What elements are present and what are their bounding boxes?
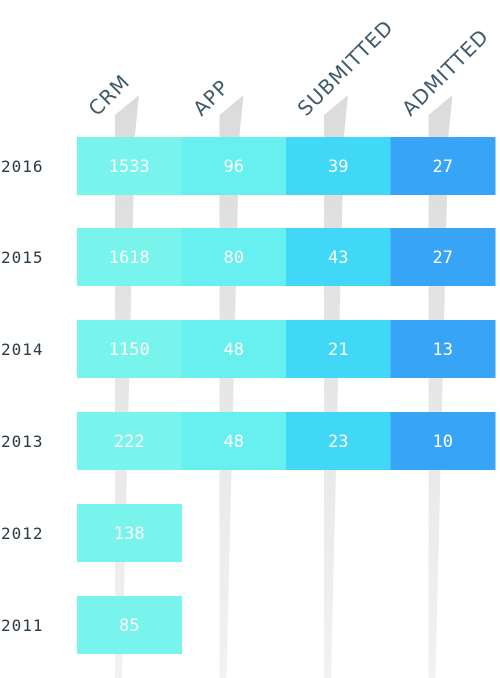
table-row-2015: 2015 1618 80 43 27 [1,228,496,286]
cell-value-submitted: 23 [328,432,348,452]
cell-value-submitted: 43 [328,248,348,268]
cell-value-crm: 85 [119,616,139,636]
cell-bar-app [181,228,287,286]
cell-bar-crm [77,504,182,562]
cell-value-app: 96 [224,157,244,177]
cell-bar-app [181,320,287,378]
table-row-2014: 2014 1150 48 21 13 [1,320,496,378]
table-row-2016: 2016 1533 96 39 27 [1,137,496,195]
year-label: 2012 [1,524,44,543]
table-row-2012: 2012 138 [1,504,182,562]
cell-value-submitted: 39 [328,157,348,177]
table-rows: 2016 1533 96 39 27 2015 1618 80 43 27 2014 1150 48 21… [1,137,496,654]
cell-bar-submitted [286,412,391,470]
table-row-2013: 2013 222 48 23 10 [1,412,496,470]
year-label: 2011 [1,616,44,635]
cell-bar-admitted [390,228,496,286]
cell-value-crm: 1618 [109,248,150,268]
cell-value-admitted: 27 [433,248,453,268]
year-label: 2015 [1,248,44,267]
cell-bar-crm [77,320,182,378]
cell-value-crm: 1533 [109,157,150,177]
cell-bar-crm [77,137,182,195]
cell-value-app: 80 [224,248,244,268]
cell-bar-app [181,412,287,470]
cell-value-admitted: 13 [433,340,453,360]
year-label: 2014 [1,340,44,359]
cell-bar-submitted [286,320,391,378]
cell-bar-admitted [390,137,496,195]
cell-bar-crm [77,412,182,470]
cell-value-submitted: 21 [328,340,348,360]
cell-bar-submitted [286,137,391,195]
cell-bar-crm [77,228,182,286]
cell-value-crm: 138 [114,524,145,544]
cell-value-admitted: 10 [433,432,453,452]
table-row-2011: 2011 85 [1,596,182,654]
cell-value-admitted: 27 [433,157,453,177]
cell-value-app: 48 [224,340,244,360]
cell-value-crm: 1150 [109,340,150,360]
year-label: 2016 [1,157,44,176]
cell-bar-admitted [390,412,496,470]
cell-value-crm: 222 [114,432,145,452]
cell-value-app: 48 [224,432,244,452]
cell-bar-submitted [286,228,391,286]
cell-bar-admitted [390,320,496,378]
cell-bar-app [181,137,287,195]
year-label: 2013 [1,432,44,451]
cell-bar-crm [77,596,182,654]
